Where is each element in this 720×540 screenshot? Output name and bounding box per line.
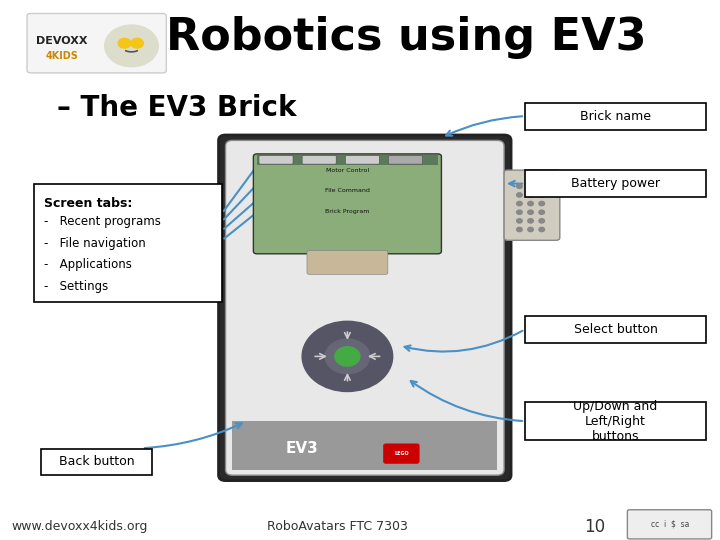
Circle shape (539, 210, 544, 214)
Circle shape (517, 201, 522, 206)
Text: www.devoxx4kids.org: www.devoxx4kids.org (11, 520, 148, 533)
Text: Back button: Back button (59, 455, 135, 468)
Text: 4KIDS: 4KIDS (45, 51, 78, 60)
Text: -   Recent programs: - Recent programs (45, 215, 161, 228)
FancyBboxPatch shape (302, 156, 336, 164)
Text: DEVOXX: DEVOXX (36, 36, 88, 45)
Text: EV3: EV3 (286, 441, 318, 456)
FancyBboxPatch shape (253, 154, 441, 254)
FancyBboxPatch shape (525, 316, 706, 343)
Text: Brick name: Brick name (580, 110, 651, 123)
Circle shape (517, 184, 522, 188)
Text: -   File navigation: - File navigation (45, 237, 146, 249)
Circle shape (539, 219, 544, 223)
Text: Up/Down and
Left/Right
buttons: Up/Down and Left/Right buttons (573, 400, 657, 443)
Circle shape (517, 193, 522, 197)
FancyBboxPatch shape (504, 170, 560, 240)
Text: – The EV3 Brick: – The EV3 Brick (57, 94, 297, 122)
Circle shape (517, 219, 522, 223)
Circle shape (517, 210, 522, 214)
FancyBboxPatch shape (525, 402, 706, 440)
Text: Select button: Select button (574, 323, 657, 336)
Circle shape (517, 227, 522, 232)
Circle shape (539, 193, 544, 197)
Circle shape (528, 193, 534, 197)
FancyBboxPatch shape (233, 421, 497, 470)
Text: LEGO: LEGO (395, 451, 409, 456)
FancyBboxPatch shape (389, 156, 423, 164)
FancyBboxPatch shape (525, 170, 706, 197)
FancyBboxPatch shape (219, 135, 511, 481)
FancyBboxPatch shape (384, 444, 419, 463)
FancyBboxPatch shape (27, 14, 166, 73)
Circle shape (539, 184, 544, 188)
FancyBboxPatch shape (257, 155, 438, 165)
Text: Motor Control: Motor Control (326, 167, 369, 173)
Text: RoboAvatars FTC 7303: RoboAvatars FTC 7303 (266, 520, 408, 533)
Text: -   Settings: - Settings (45, 280, 109, 293)
Circle shape (528, 184, 534, 188)
Text: File Command: File Command (325, 188, 370, 193)
Text: Brick Program: Brick Program (325, 208, 369, 214)
Circle shape (325, 339, 369, 374)
Circle shape (539, 201, 544, 206)
FancyBboxPatch shape (525, 103, 706, 130)
Text: cc  i  $  sa: cc i $ sa (651, 520, 689, 529)
Text: Screen tabs:: Screen tabs: (45, 197, 132, 210)
FancyBboxPatch shape (41, 449, 153, 475)
FancyBboxPatch shape (259, 156, 293, 164)
FancyBboxPatch shape (627, 510, 711, 539)
Text: Battery power: Battery power (571, 177, 660, 190)
Circle shape (335, 347, 360, 366)
Circle shape (131, 38, 143, 48)
Circle shape (528, 227, 534, 232)
FancyBboxPatch shape (225, 140, 504, 475)
FancyBboxPatch shape (346, 156, 379, 164)
Text: 10: 10 (584, 517, 606, 536)
Circle shape (302, 321, 392, 392)
FancyBboxPatch shape (307, 251, 388, 274)
Circle shape (118, 38, 131, 48)
Circle shape (528, 201, 534, 206)
Circle shape (105, 25, 158, 66)
Circle shape (539, 227, 544, 232)
Text: Robotics using EV3: Robotics using EV3 (166, 16, 647, 59)
Circle shape (528, 210, 534, 214)
Circle shape (528, 219, 534, 223)
FancyBboxPatch shape (34, 184, 222, 302)
Text: -   Applications: - Applications (45, 258, 132, 271)
